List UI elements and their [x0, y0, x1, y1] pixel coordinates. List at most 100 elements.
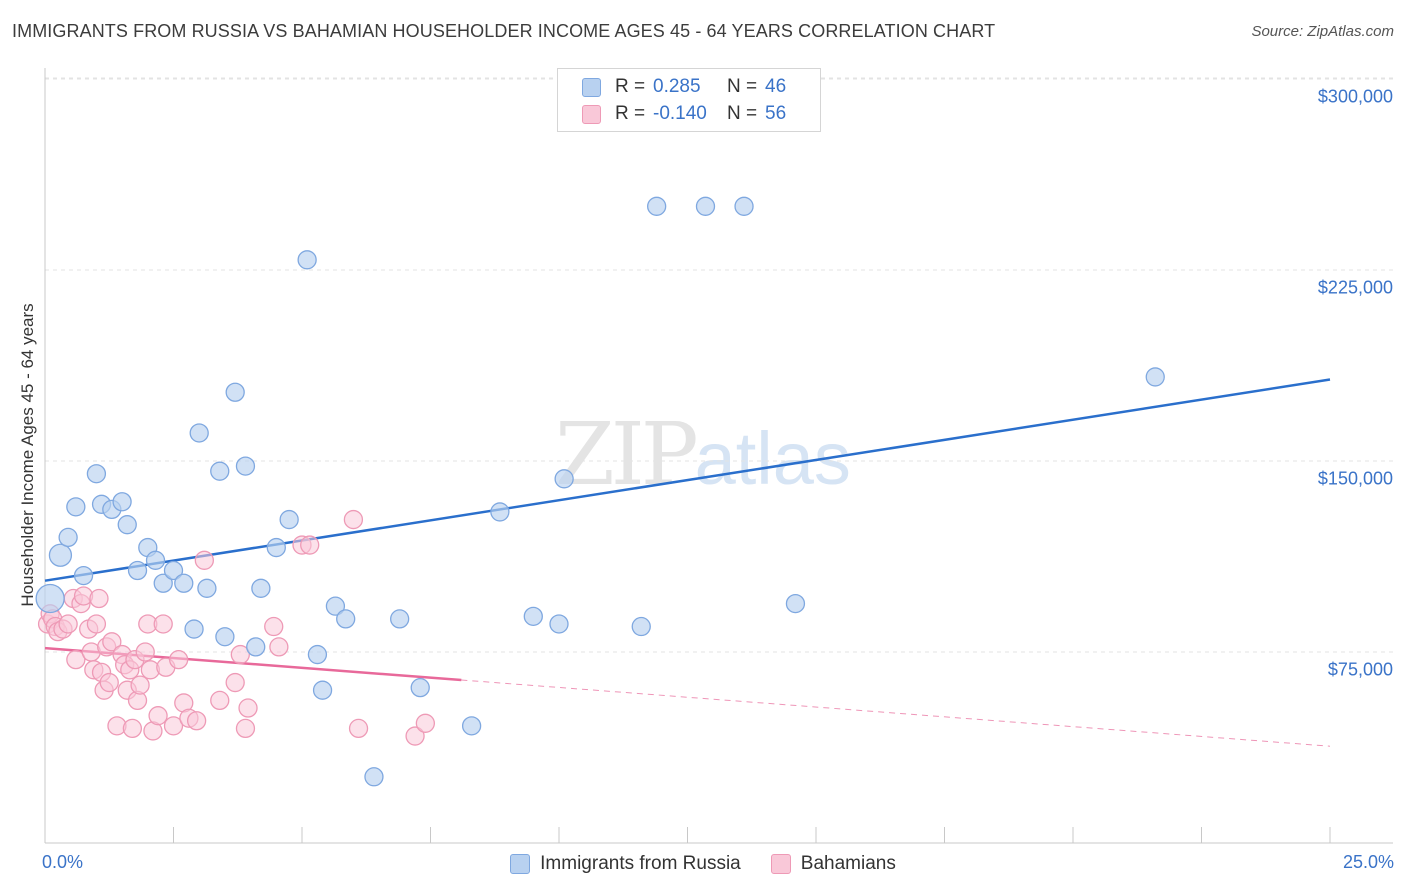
bahamians-point [210, 690, 230, 711]
russia-point [410, 678, 430, 698]
bahamians-point [415, 713, 436, 733]
r-label: R = [615, 103, 646, 124]
blue-swatch-icon [582, 77, 601, 97]
russia-point [127, 560, 148, 581]
blue-swatch-icon [510, 854, 531, 874]
x-tick-label-min: 0.0% [42, 852, 84, 872]
russia-point [35, 583, 65, 614]
r-value: -0.140 [653, 103, 707, 124]
russia-point [490, 502, 510, 522]
bahamians-point [300, 535, 320, 555]
russia-point [785, 593, 806, 614]
bahamians-point [153, 614, 173, 634]
bahamians-point [194, 550, 214, 570]
russia-point [225, 382, 245, 402]
bahamians-point [186, 711, 207, 731]
x-tick-label-max: 25.0% [1342, 852, 1394, 872]
series-legend: Immigrants from Russia Bahamians [0, 852, 1406, 876]
russia-point [279, 509, 299, 530]
bahamians-point [264, 616, 284, 637]
y-tick-label: $300,000 [1317, 86, 1393, 107]
y-tick-label: $150,000 [1317, 468, 1393, 489]
bahamians-point [230, 644, 250, 665]
bahamians-point [168, 649, 189, 670]
russia-point [647, 196, 667, 216]
russia-point [336, 609, 356, 629]
russia-point [325, 596, 346, 616]
bahamians-point [86, 614, 107, 634]
russia-point [266, 537, 286, 558]
watermark-zip: ZIP [555, 405, 699, 505]
russia-point [197, 578, 217, 598]
russia-point [251, 578, 271, 598]
russia-point [734, 196, 754, 216]
russia-point [48, 543, 73, 567]
gridlines [45, 77, 1393, 653]
russia-point [112, 492, 132, 512]
russia-point [312, 680, 333, 700]
bahamians-trend-extension [461, 679, 1331, 747]
bahamians-point [89, 588, 109, 609]
source-credit: Source: ZipAtlas.com [1251, 23, 1394, 40]
pink-swatch-icon [582, 104, 601, 124]
r-label: R = [615, 76, 646, 97]
bahamians-point [58, 614, 78, 634]
russia-point [58, 527, 78, 548]
russia-point [189, 423, 209, 443]
russia-point [73, 565, 94, 586]
russia-point [1145, 367, 1165, 387]
russia-point [631, 616, 651, 637]
russia-point [66, 497, 86, 517]
bahamians-point [122, 718, 143, 739]
bahamians-point [135, 642, 155, 662]
legend-item-bahamians: Bahamians [770, 853, 896, 875]
russia-point [307, 644, 328, 665]
bahamians-point [405, 726, 425, 746]
bahamians-point [148, 706, 168, 726]
bahamians-point [348, 718, 369, 739]
russia-point [695, 196, 716, 216]
bahamians-point [163, 716, 184, 736]
legend-label: Immigrants from Russia [540, 853, 741, 874]
stats-legend: R = 0.285 N = 46 R = -0.140 N = 56 [557, 68, 821, 132]
bahamians-point [130, 675, 150, 695]
n-label: N = [727, 76, 758, 97]
russia-point [523, 606, 543, 626]
russia-trend-line [44, 378, 1331, 582]
bahamians-point [343, 509, 364, 530]
n-value: 46 [765, 76, 787, 97]
legend-row-bahamians: R = -0.140 N = 56 [582, 102, 786, 126]
bahamians-point [66, 649, 86, 670]
russia-point [153, 573, 173, 593]
russia-point [145, 550, 166, 570]
russia-points [35, 196, 1165, 787]
russia-point [210, 461, 230, 481]
russia-point [235, 456, 256, 476]
russia-point [215, 627, 235, 647]
russia-point [297, 250, 317, 270]
bahamians-points [37, 509, 436, 746]
russia-point [364, 767, 384, 787]
russia-point [549, 614, 569, 634]
russia-point [184, 619, 204, 639]
axes [44, 68, 1393, 844]
pink-swatch-icon [770, 854, 791, 874]
bahamians-point [102, 632, 122, 652]
russia-point [246, 637, 266, 657]
russia-point [390, 609, 410, 629]
y-tick-label: $75,000 [1327, 659, 1393, 680]
russia-point [461, 716, 482, 736]
n-value: 56 [765, 103, 787, 124]
legend-item-russia: Immigrants from Russia [510, 853, 741, 875]
y-axis-label: Householder Income Ages 45 - 64 years [18, 303, 37, 607]
bahamians-point [269, 637, 289, 657]
y-tick-label: $225,000 [1317, 277, 1393, 298]
russia-point [117, 515, 137, 535]
russia-point [163, 560, 184, 581]
bahamians-point [99, 672, 119, 693]
n-label: N = [727, 103, 758, 124]
russia-point [174, 573, 194, 593]
legend-label: Bahamians [800, 853, 896, 874]
russia-point [86, 464, 107, 484]
